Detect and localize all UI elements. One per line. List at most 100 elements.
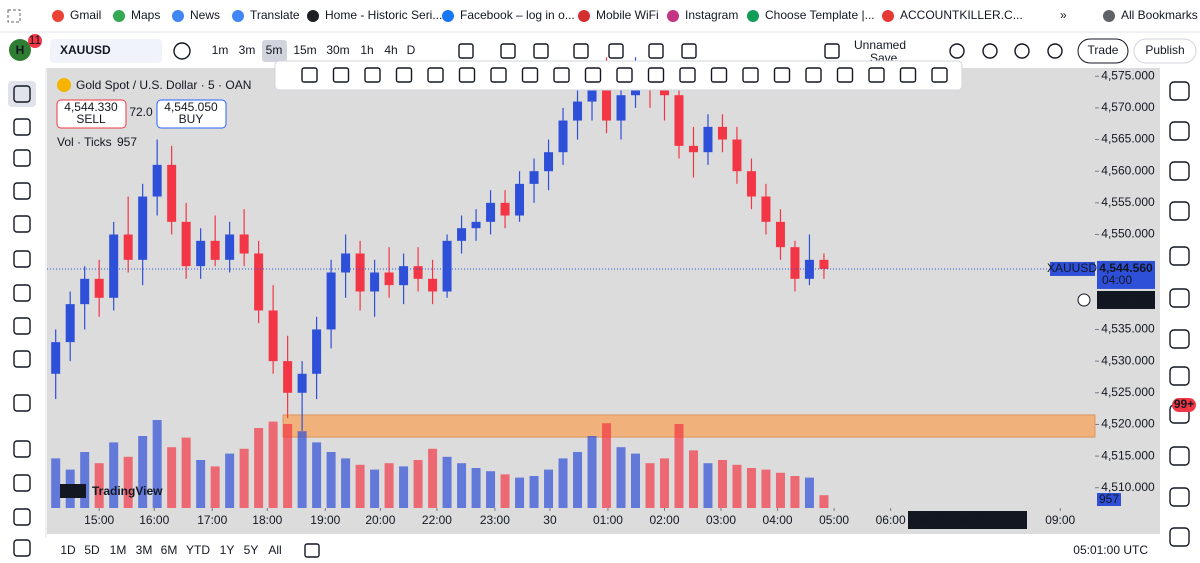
interval[interactable]: D [407, 43, 416, 57]
candle-body [196, 240, 206, 267]
interval[interactable]: 15m [293, 43, 316, 57]
tool-icon[interactable] [13, 474, 31, 492]
tool-icon[interactable] [13, 250, 31, 268]
tool-icon[interactable] [13, 317, 31, 335]
bookmark[interactable]: Home - Historic Seri... [325, 8, 442, 22]
drawing-tool[interactable] [931, 67, 948, 83]
symbol-search[interactable] [50, 39, 162, 63]
side-icon[interactable] [1169, 201, 1190, 221]
toolbar-icon[interactable] [500, 43, 516, 59]
compare-button[interactable] [173, 42, 191, 60]
range-button[interactable]: 1D [60, 543, 76, 557]
drawing-tool[interactable] [805, 67, 822, 83]
drawing-tool[interactable] [742, 67, 759, 83]
trade-button[interactable] [1077, 38, 1129, 64]
side-icon[interactable] [1169, 246, 1190, 266]
interval[interactable]: 4h [384, 43, 397, 57]
buy-box[interactable] [156, 99, 227, 129]
toolbar-icon[interactable] [982, 43, 998, 59]
avatar[interactable] [9, 39, 31, 61]
bookmark[interactable]: Maps [131, 8, 160, 22]
side-icon[interactable] [1169, 329, 1190, 349]
tool-icon[interactable] [13, 440, 31, 458]
interval[interactable]: 3m [239, 43, 256, 57]
trade[interactable]: Trade [1088, 43, 1119, 57]
tool-icon[interactable] [13, 508, 31, 526]
bookmark[interactable]: Gmail [70, 8, 101, 22]
publish[interactable]: Publish [1145, 43, 1184, 57]
tool-icon[interactable] [13, 85, 31, 103]
drawing-tool[interactable] [553, 67, 570, 83]
tool-icon[interactable] [13, 394, 31, 412]
drawing-tool[interactable] [899, 67, 917, 83]
toolbar-icon[interactable] [681, 43, 697, 59]
drawing-tool[interactable] [679, 67, 696, 83]
drawing-tool[interactable] [616, 67, 633, 83]
drawing-tool[interactable] [710, 67, 728, 83]
layout-checkbox[interactable] [824, 43, 840, 59]
toolbar-icon[interactable] [573, 43, 589, 59]
side-icon[interactable] [1169, 161, 1190, 181]
side-icon[interactable] [1169, 366, 1190, 386]
tool-icon[interactable] [13, 118, 31, 136]
date-range-icon[interactable] [304, 543, 320, 558]
range-button[interactable]: 3M [136, 543, 153, 557]
bookmark[interactable]: Translate [250, 8, 300, 22]
toolbar-icon[interactable] [608, 43, 624, 59]
tool-icon[interactable] [13, 182, 31, 200]
side-icon[interactable] [1169, 288, 1190, 308]
interval[interactable]: 30m [326, 43, 349, 57]
toolbar-icon[interactable] [1014, 43, 1030, 59]
add-alert[interactable] [1077, 293, 1091, 307]
bookmark[interactable]: Mobile WiFi [596, 8, 659, 22]
bookmark[interactable]: Choose Template |... [765, 8, 875, 22]
range-button[interactable]: 6M [161, 543, 178, 557]
tool-icon[interactable] [13, 350, 31, 368]
drawing-tool[interactable] [836, 67, 854, 83]
range-button[interactable]: 1M [110, 543, 127, 557]
tool-icon[interactable] [13, 215, 31, 233]
drawing-tool[interactable] [301, 67, 318, 83]
drawing-tool[interactable] [332, 67, 350, 83]
range-button[interactable]: 5D [84, 543, 100, 557]
side-icon[interactable] [1169, 527, 1190, 547]
interval[interactable]: 1m [212, 43, 229, 57]
side-icon[interactable] [1169, 81, 1190, 101]
drawing-tool[interactable] [395, 67, 413, 83]
range-button[interactable]: 5Y [244, 543, 259, 557]
interval[interactable]: 5m [266, 43, 283, 57]
bookmark[interactable]: ACCOUNTKILLER.C... [900, 8, 1023, 22]
toolbar-icon[interactable] [648, 43, 664, 59]
bookmark[interactable]: News [190, 8, 220, 22]
bookmark[interactable]: All Bookmarks [1121, 8, 1198, 22]
side-icon[interactable] [1169, 121, 1190, 141]
bookmark[interactable]: Facebook – log in o... [460, 8, 575, 22]
sell-box[interactable] [56, 99, 127, 129]
drawing-tool[interactable] [490, 67, 507, 83]
tool-icon[interactable] [13, 149, 31, 167]
drawing-tool[interactable] [427, 67, 444, 83]
range-button[interactable]: 1Y [220, 543, 235, 557]
toolbar-icon[interactable] [533, 43, 549, 59]
toolbar-icon[interactable] [949, 43, 965, 59]
toolbar-icon[interactable] [1047, 43, 1063, 59]
drawing-tool[interactable] [584, 67, 602, 83]
interval[interactable]: 1h [360, 43, 373, 57]
drawing-tool[interactable] [364, 67, 381, 83]
range-button[interactable]: YTD [186, 543, 210, 557]
side-icon[interactable] [1169, 487, 1190, 507]
publish-button[interactable] [1133, 38, 1197, 64]
drawing-tool[interactable] [773, 67, 791, 83]
drawing-tool[interactable] [868, 67, 885, 83]
candle-body [51, 342, 61, 374]
drawing-tool[interactable] [521, 67, 539, 83]
tool-icon[interactable] [13, 284, 31, 302]
bookmark[interactable]: Instagram [685, 8, 738, 22]
tool-icon[interactable] [13, 539, 31, 557]
side-icon[interactable] [1169, 446, 1190, 466]
drawing-tool[interactable] [458, 67, 476, 83]
toolbar-icon[interactable] [458, 43, 474, 59]
drawing-tool[interactable] [647, 67, 665, 83]
range-button[interactable]: All [268, 543, 281, 557]
layout-name[interactable]: Unnamed [854, 38, 906, 52]
